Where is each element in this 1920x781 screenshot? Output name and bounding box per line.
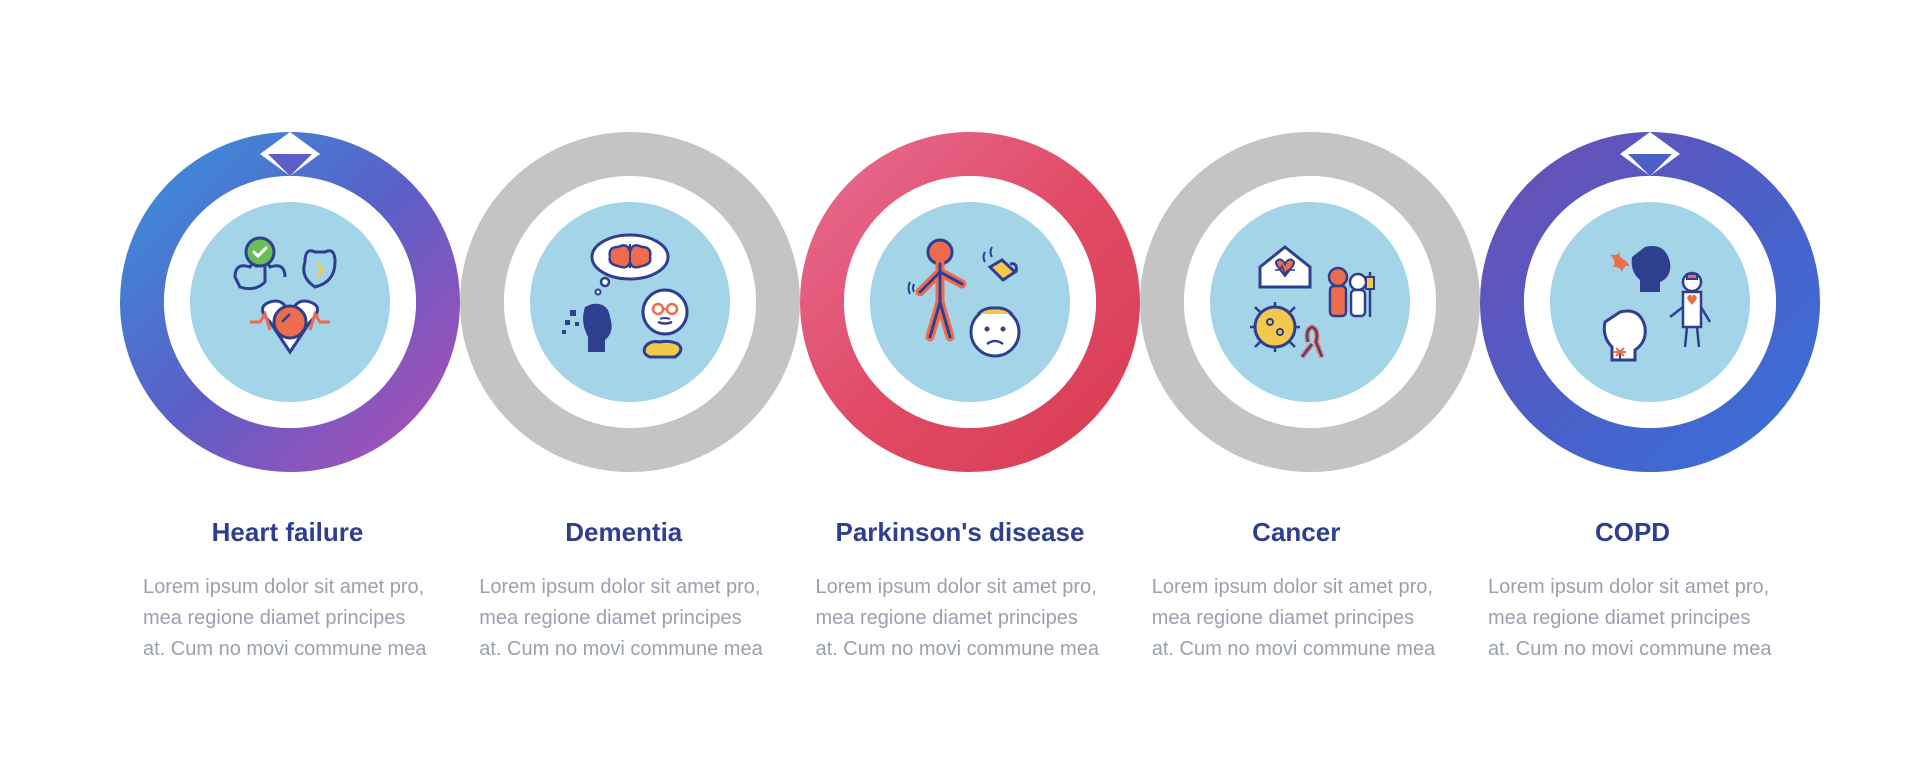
copd-icon [1570, 222, 1730, 382]
cancer-icon [1230, 222, 1390, 382]
text-col-copd: COPD Lorem ipsum dolor sit amet pro, mea… [1480, 517, 1785, 665]
rings-row [100, 117, 1820, 487]
desc-dementia: Lorem ipsum dolor sit amet pro, mea regi… [479, 572, 768, 665]
medical-conditions-infographic: Heart failure Lorem ipsum dolor sit amet… [100, 117, 1820, 665]
title-copd: COPD [1488, 517, 1777, 548]
ring-parkinsons [800, 132, 1140, 472]
ring-heart-failure [120, 132, 460, 472]
desc-parkinsons: Lorem ipsum dolor sit amet pro, mea regi… [816, 572, 1105, 665]
title-heart-failure: Heart failure [143, 517, 432, 548]
text-row: Heart failure Lorem ipsum dolor sit amet… [100, 517, 1820, 665]
desc-heart-failure: Lorem ipsum dolor sit amet pro, mea regi… [143, 572, 432, 665]
ring-copd [1480, 132, 1820, 472]
desc-cancer: Lorem ipsum dolor sit amet pro, mea regi… [1152, 572, 1441, 665]
desc-copd: Lorem ipsum dolor sit amet pro, mea regi… [1488, 572, 1777, 665]
title-parkinsons: Parkinson's disease [816, 517, 1105, 548]
title-dementia: Dementia [479, 517, 768, 548]
dementia-icon [550, 222, 710, 382]
parkinsons-icon [890, 222, 1050, 382]
text-col-parkinsons: Parkinson's disease Lorem ipsum dolor si… [808, 517, 1113, 665]
text-col-dementia: Dementia Lorem ipsum dolor sit amet pro,… [471, 517, 776, 665]
text-col-cancer: Cancer Lorem ipsum dolor sit amet pro, m… [1144, 517, 1449, 665]
title-cancer: Cancer [1152, 517, 1441, 548]
text-col-heart-failure: Heart failure Lorem ipsum dolor sit amet… [135, 517, 440, 665]
ring-cancer [1140, 132, 1480, 472]
heart-failure-icon [210, 222, 370, 382]
ring-dementia [460, 132, 800, 472]
